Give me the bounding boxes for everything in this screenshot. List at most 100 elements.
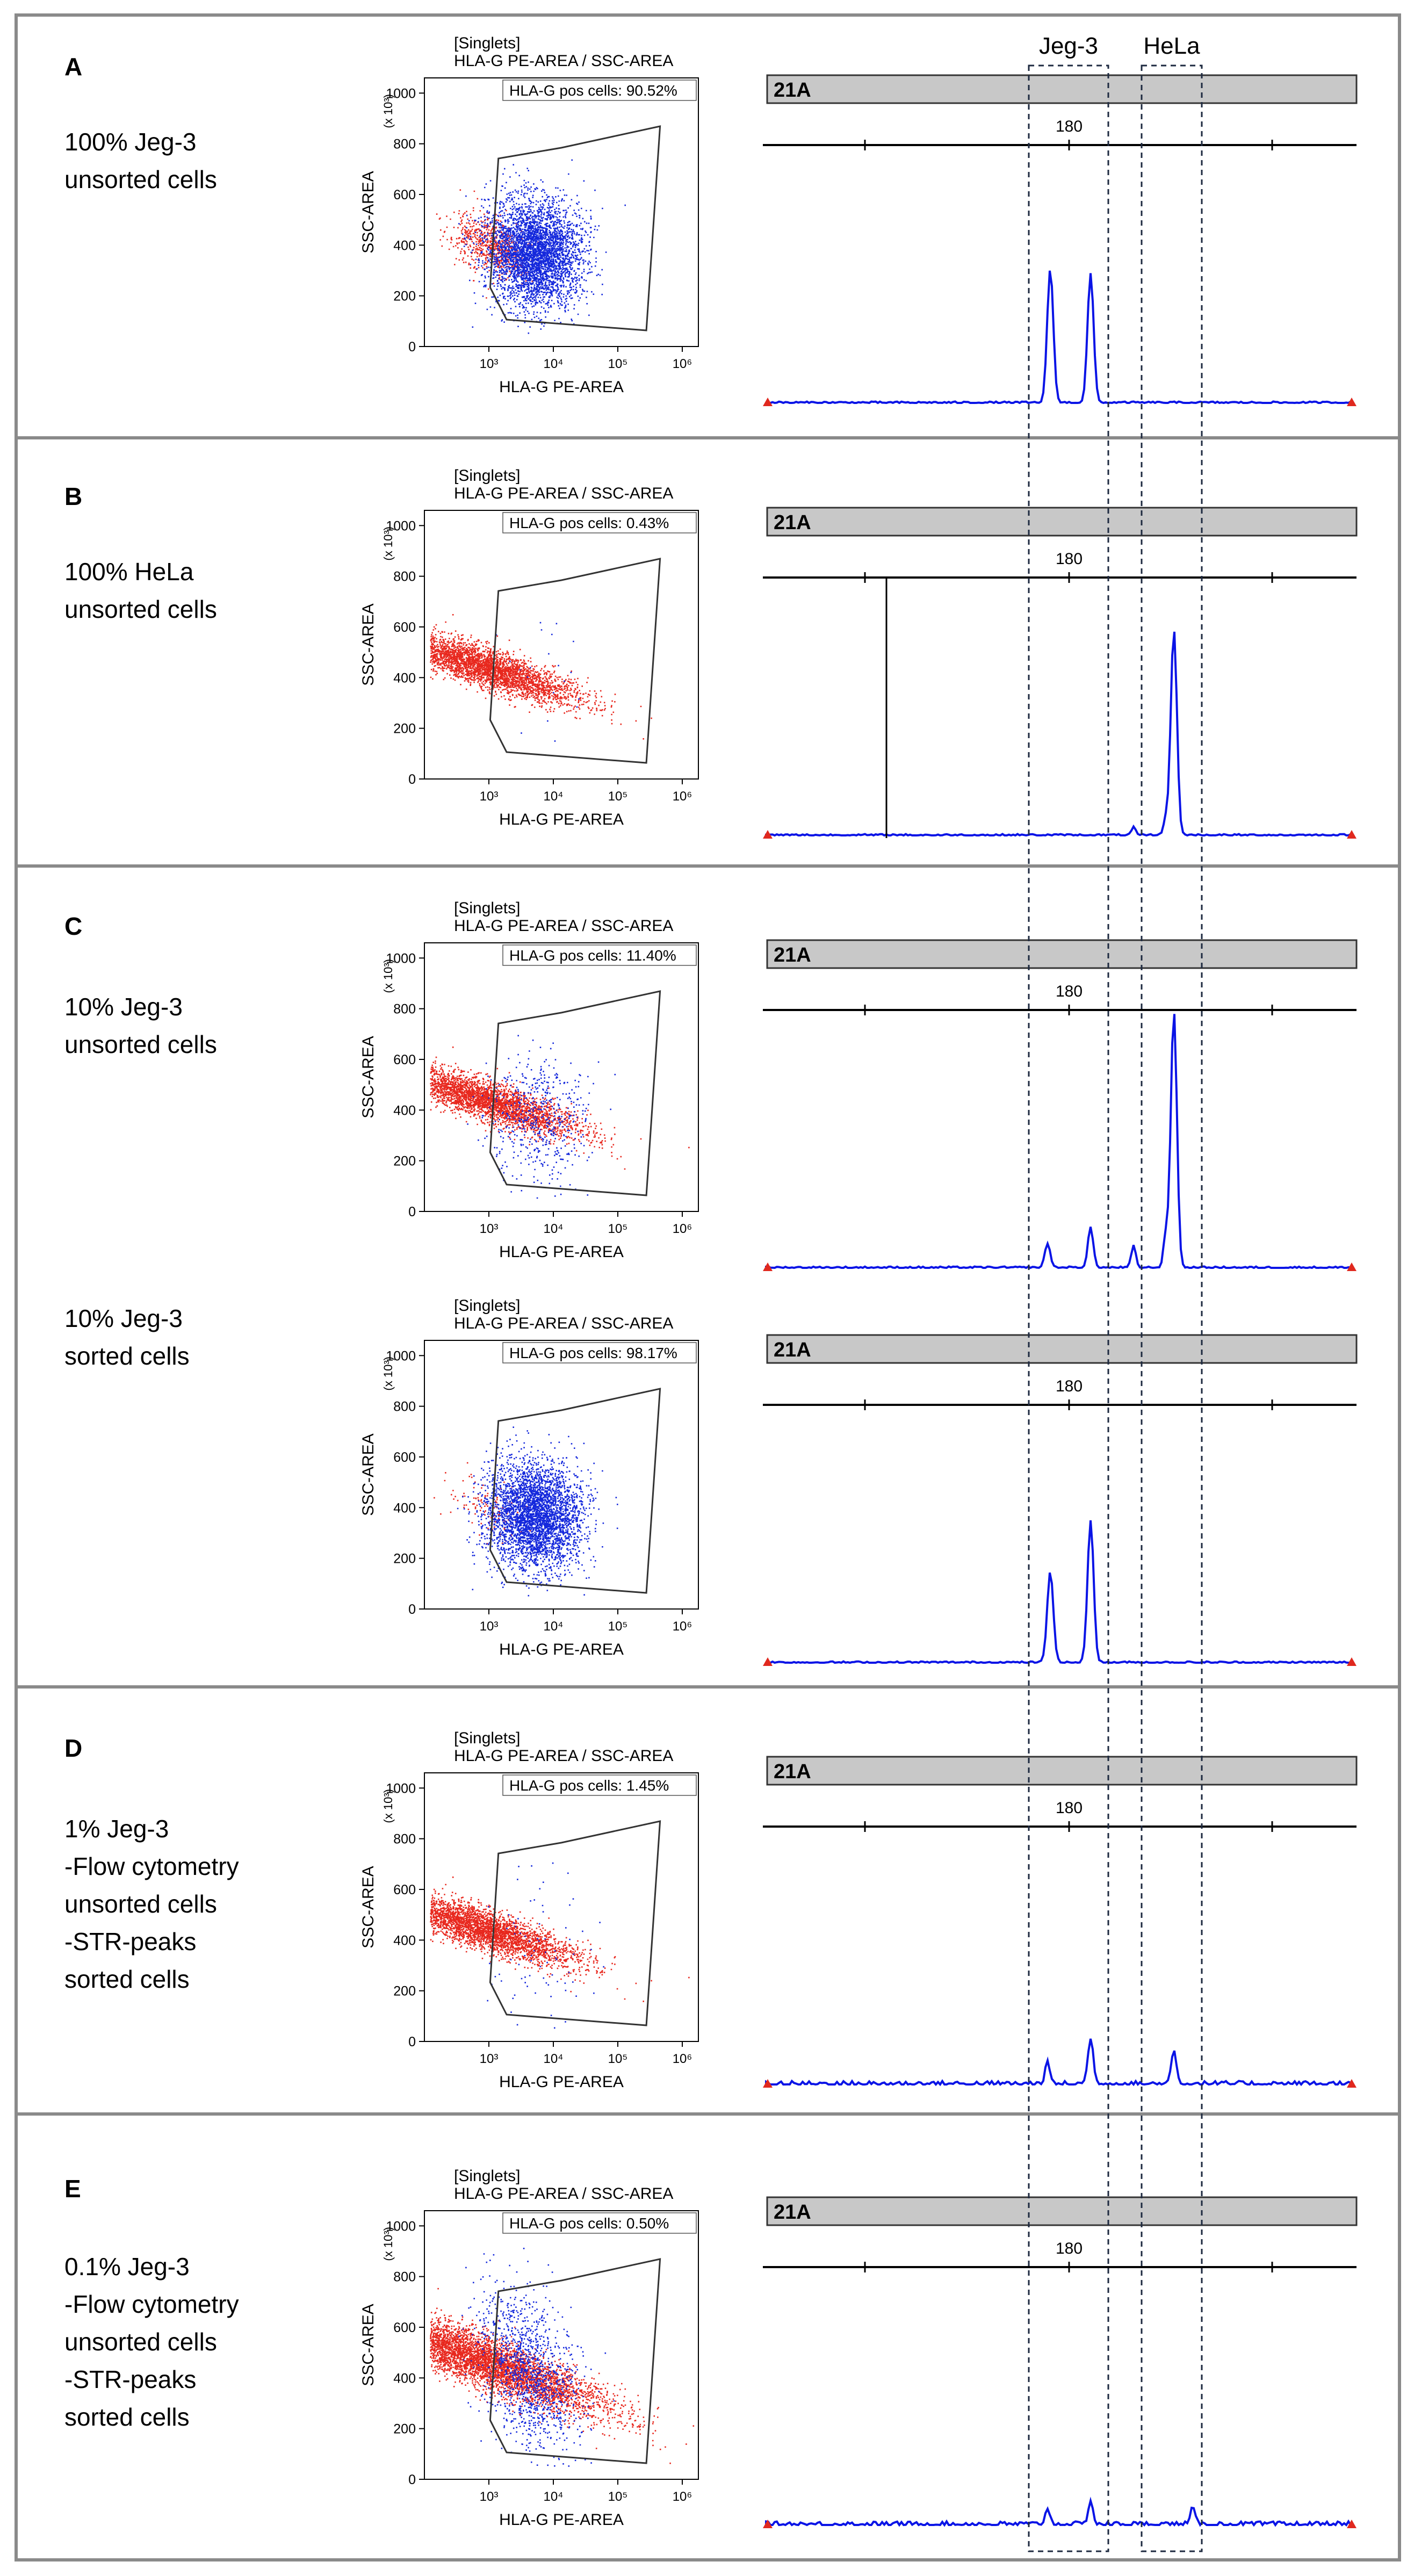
flow-plot: [Singlets]HLA-G PE-AREA / SSC-AREA 0 200 40… (359, 2167, 699, 2529)
panel-letter-d: D (64, 1734, 82, 1762)
x-tick-label: 10⁵ (608, 1222, 628, 1236)
x-tick-label: 10⁶ (673, 357, 692, 371)
y-tick-label: 1000 (386, 1781, 416, 1796)
panel-letter-c: C (64, 912, 82, 940)
flow-axes-box (424, 942, 699, 1212)
flow-plot: [Singlets]HLA-G PE-AREA / SSC-AREA 0 200 40… (359, 1297, 699, 1658)
gate-label: HLA-G pos cells: 98.17% (509, 1345, 677, 1361)
x-tick-label: 10⁴ (543, 789, 563, 804)
panel-frame-d (15, 1685, 1401, 2116)
str-electropherogram: 21A 180 (763, 74, 1358, 406)
gate-polygon (489, 1820, 661, 2026)
flow-title-line2: HLA-G PE-AREA / SSC-AREA (454, 1747, 673, 1765)
str-trace (766, 270, 1353, 405)
y-scale-label: (x 10³) (381, 526, 395, 561)
y-tick-label: 200 (393, 289, 416, 304)
x-tick-label: 10⁵ (608, 2052, 628, 2066)
hla-g-negative-events (430, 1877, 690, 2002)
hla-g-positive-events (458, 159, 626, 334)
y-tick-label: 400 (393, 1933, 416, 1948)
panel-desc-d: -Flow cytometry (64, 1852, 239, 1880)
flow-plot: [Singlets]HLA-G PE-AREA / SSC-AREA 0 200 40… (359, 899, 699, 1261)
panel-frame-c (15, 864, 1401, 1689)
flow-ylabel: SSC-AREA (359, 1433, 377, 1516)
y-tick-label: 1000 (386, 951, 416, 966)
y-tick-label: 600 (393, 1882, 416, 1897)
gate-polygon (489, 990, 661, 1196)
x-tick-label: 10⁶ (673, 1222, 692, 1236)
y-scale-label: (x 10³) (381, 2227, 395, 2261)
hla-g-negative-events (430, 1047, 690, 1170)
panel-desc-e: 0.1% Jeg-3 (64, 2253, 190, 2281)
panel-desc-d: 1% Jeg-3 (64, 1815, 169, 1843)
panel-letter-e: E (64, 2175, 81, 2203)
y-tick-label: 600 (393, 187, 416, 203)
str-electropherogram: 21A 180 (763, 1334, 1358, 1666)
panel-letter-b: B (64, 482, 82, 510)
gate-label-box (502, 2212, 697, 2234)
flow-ylabel: SSC-AREA (359, 171, 377, 253)
marker-bar (766, 507, 1358, 537)
flow-title-line1: [Singlets] (454, 34, 520, 52)
flow-ylabel: SSC-AREA (359, 1036, 377, 1118)
x-tick-label: 10⁶ (673, 1619, 692, 1634)
gate-label: HLA-G pos cells: 90.52% (509, 82, 677, 99)
panel-desc-c-sorted: 10% Jeg-3 (64, 1304, 183, 1332)
flow-ylabel: SSC-AREA (359, 2304, 377, 2386)
y-tick-label: 600 (393, 2320, 416, 2335)
y-tick-label: 400 (393, 2371, 416, 2386)
panel-desc-d: unsorted cells (64, 1890, 217, 1918)
hla-g-negative-events (430, 614, 652, 740)
hla-g-positive-events (457, 1426, 618, 1597)
x-tick-label: 10⁴ (543, 1222, 563, 1236)
panel-desc-e: -STR-peaks (64, 2365, 196, 2393)
hla-g-negative-events (430, 2288, 695, 2464)
panel-desc-e: sorted cells (64, 2403, 190, 2431)
flow-axes-box (424, 2210, 699, 2480)
flow-title-line1: [Singlets] (454, 2167, 520, 2185)
marker-label: 21A (774, 1760, 811, 1783)
gate-label: HLA-G pos cells: 1.45% (509, 1777, 669, 1794)
panel-desc-d: sorted cells (64, 1965, 190, 1993)
range-marker-right (1347, 830, 1357, 839)
gate-label: HLA-G pos cells: 0.50% (509, 2215, 669, 2232)
flow-plot: [Singlets]HLA-G PE-AREA / SSC-AREA 0 200 40… (359, 34, 699, 396)
flow-plot: [Singlets]HLA-G PE-AREA / SSC-AREA 0 200 40… (359, 1729, 699, 2091)
gate-label: HLA-G pos cells: 0.43% (509, 515, 669, 531)
flow-axes-box (424, 510, 699, 780)
y-tick-label: 0 (408, 772, 416, 787)
ruler-label: 180 (1056, 550, 1083, 568)
flow-title-line2: HLA-G PE-AREA / SSC-AREA (454, 917, 673, 935)
x-tick-label: 10⁵ (608, 357, 628, 371)
ruler-label: 180 (1056, 1377, 1083, 1395)
panel-desc-b: unsorted cells (64, 595, 217, 623)
y-tick-label: 0 (408, 2034, 416, 2050)
marker-bar (766, 2196, 1358, 2226)
y-tick-label: 0 (408, 1204, 416, 1220)
column-label-hela: HeLa (1143, 33, 1200, 59)
ruler-label: 180 (1056, 2240, 1083, 2257)
y-tick-label: 800 (393, 569, 416, 585)
y-tick-label: 800 (393, 1832, 416, 1847)
flow-xlabel: HLA-G PE-AREA (499, 1641, 624, 1658)
y-tick-label: 1000 (386, 86, 416, 101)
panel-desc-b: 100% HeLa (64, 558, 194, 586)
range-marker-right (1347, 2079, 1357, 2088)
flow-title-line2: HLA-G PE-AREA / SSC-AREA (454, 1315, 673, 1332)
hela-guide-box (1141, 64, 1203, 2552)
flow-title-line1: [Singlets] (454, 1297, 520, 1315)
x-tick-label: 10³ (480, 2490, 499, 2504)
str-trace (765, 1014, 1353, 1269)
gate-polygon (489, 1388, 661, 1594)
ruler-label: 180 (1056, 983, 1083, 1000)
x-tick-label: 10⁴ (543, 357, 563, 371)
y-tick-label: 200 (393, 1552, 416, 1567)
gate-polygon (489, 558, 661, 764)
gate-label-box (502, 1342, 697, 1363)
str-trace (765, 2038, 1353, 2087)
scatter-points (430, 1862, 690, 2029)
x-tick-label: 10⁶ (673, 2490, 692, 2504)
x-tick-label: 10⁵ (608, 789, 628, 804)
gate-label-box (502, 80, 697, 101)
y-tick-label: 1000 (386, 2219, 416, 2234)
